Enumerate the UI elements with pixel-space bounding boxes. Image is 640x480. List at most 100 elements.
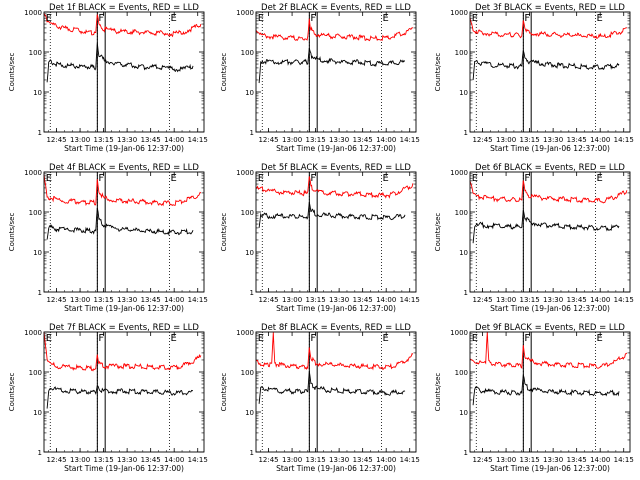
panel-title: Det 4f BLACK = Events, RED = LLD <box>49 163 199 173</box>
x-tick-label: 14:15 <box>614 136 634 144</box>
events-series-line <box>258 371 406 404</box>
panel-4: Det 4f BLACK = Events, RED = LLD Counts/s… <box>8 163 208 313</box>
x-axis-label: Start Time (19-Jan-06 12:37:00) <box>276 304 396 313</box>
interval-marker-label: E <box>382 333 388 344</box>
plot-frame <box>469 11 631 133</box>
plot-frame <box>43 11 205 133</box>
x-tick-label: 13:00 <box>496 296 516 304</box>
panel-1: Det 1f BLACK = Events, RED = LLD Counts/s… <box>8 3 208 153</box>
y-tick-label: 100 <box>29 369 42 377</box>
y-tick-label: 10 <box>245 89 254 97</box>
x-tick-label: 14:00 <box>590 136 610 144</box>
plot-frame <box>43 171 205 293</box>
panel-2: Det 2f BLACK = Events, RED = LLD Counts/s… <box>220 3 420 153</box>
x-tick-label: 12:45 <box>46 136 66 144</box>
x-axis-label: Start Time (19-Jan-06 12:37:00) <box>490 464 610 473</box>
x-tick-label: 13:45 <box>567 456 587 464</box>
x-tick-label: 14:00 <box>376 136 396 144</box>
y-tick-label: 100 <box>455 209 468 217</box>
x-tick-label: 14:15 <box>188 136 208 144</box>
y-tick-label: 100 <box>455 49 468 57</box>
x-tick-label: 13:00 <box>282 136 302 144</box>
y-axis-label: Counts/sec <box>220 53 228 92</box>
events-series-line <box>472 209 620 244</box>
panel-8: Det 8f BLACK = Events, RED = LLD Counts/s… <box>220 323 420 473</box>
x-tick-label: 14:15 <box>614 296 634 304</box>
lld-series-line <box>469 17 628 40</box>
x-tick-label: 13:30 <box>543 136 563 144</box>
panel-6: Det 6f BLACK = Events, RED = LLD Counts/s… <box>434 163 634 313</box>
events-series-line <box>46 43 194 83</box>
y-tick-label: 100 <box>241 209 254 217</box>
interval-marker-label: E <box>258 13 264 24</box>
x-tick-label: 13:30 <box>117 296 137 304</box>
events-series-line <box>46 207 194 240</box>
y-tick-label: 1 <box>38 129 42 137</box>
x-tick-label: 13:15 <box>306 456 326 464</box>
x-tick-label: 14:00 <box>164 296 184 304</box>
plot-frame <box>469 331 631 453</box>
x-tick-label: 13:15 <box>520 136 540 144</box>
x-axis-label: Start Time (19-Jan-06 12:37:00) <box>276 144 396 153</box>
interval-marker-label: E <box>382 13 388 24</box>
interval-marker-label: E <box>472 333 478 344</box>
interval-marker-label: E <box>596 173 602 184</box>
x-tick-label: 13:15 <box>306 296 326 304</box>
interval-marker-label: F <box>98 333 104 344</box>
x-tick-label: 13:00 <box>282 296 302 304</box>
x-tick-label: 12:45 <box>258 456 278 464</box>
x-tick-label: 13:30 <box>117 456 137 464</box>
interval-marker-label: F <box>310 333 316 344</box>
y-tick-label: 1 <box>250 129 254 137</box>
y-tick-label: 10 <box>33 89 42 97</box>
y-tick-label: 100 <box>29 209 42 217</box>
interval-marker-label: E <box>170 13 176 24</box>
interval-marker-label: E <box>596 333 602 344</box>
x-tick-label: 12:45 <box>46 456 66 464</box>
interval-marker-label: F <box>98 13 104 24</box>
events-series-line <box>472 374 620 406</box>
y-axis-label: Counts/sec <box>434 213 442 252</box>
y-tick-label: 10 <box>459 249 468 257</box>
interval-marker-label: E <box>596 13 602 24</box>
lld-series-line <box>255 18 414 42</box>
y-axis-label: Counts/sec <box>8 53 16 92</box>
x-tick-label: 13:15 <box>94 456 114 464</box>
x-tick-label: 14:00 <box>376 456 396 464</box>
x-tick-label: 14:15 <box>188 296 208 304</box>
x-tick-label: 13:45 <box>141 296 161 304</box>
panel-title: Det 9f BLACK = Events, RED = LLD <box>475 323 625 333</box>
x-tick-label: 13:45 <box>567 296 587 304</box>
plot-frame <box>255 171 417 293</box>
x-tick-label: 14:00 <box>164 136 184 144</box>
y-tick-label: 1000 <box>24 9 42 17</box>
panel-title: Det 1f BLACK = Events, RED = LLD <box>49 3 199 13</box>
lld-series-line <box>469 180 628 204</box>
y-tick-label: 1 <box>464 129 468 137</box>
y-tick-label: 10 <box>459 89 468 97</box>
x-tick-label: 13:45 <box>141 136 161 144</box>
x-tick-label: 13:45 <box>353 296 373 304</box>
plot-frame <box>255 331 417 453</box>
x-tick-label: 13:15 <box>94 296 114 304</box>
y-tick-label: 1000 <box>236 9 254 17</box>
x-tick-label: 13:45 <box>567 136 587 144</box>
y-tick-label: 1000 <box>24 169 42 177</box>
y-tick-label: 1000 <box>236 169 254 177</box>
x-tick-label: 14:00 <box>590 456 610 464</box>
panel-title: Det 3f BLACK = Events, RED = LLD <box>475 3 625 13</box>
x-axis-label: Start Time (19-Jan-06 12:37:00) <box>490 304 610 313</box>
x-tick-label: 12:45 <box>472 296 492 304</box>
panel-3: Det 3f BLACK = Events, RED = LLD Counts/s… <box>434 3 634 153</box>
y-tick-label: 1 <box>464 289 468 297</box>
panel-9: Det 9f BLACK = Events, RED = LLD Counts/s… <box>434 323 634 473</box>
x-tick-label: 13:00 <box>496 456 516 464</box>
y-tick-label: 1000 <box>450 329 468 337</box>
x-tick-label: 14:15 <box>614 456 634 464</box>
plot-frame <box>43 331 205 453</box>
x-tick-label: 13:00 <box>70 296 90 304</box>
events-series-line <box>258 47 405 84</box>
interval-marker-label: E <box>258 173 264 184</box>
lld-series-line <box>255 332 414 371</box>
